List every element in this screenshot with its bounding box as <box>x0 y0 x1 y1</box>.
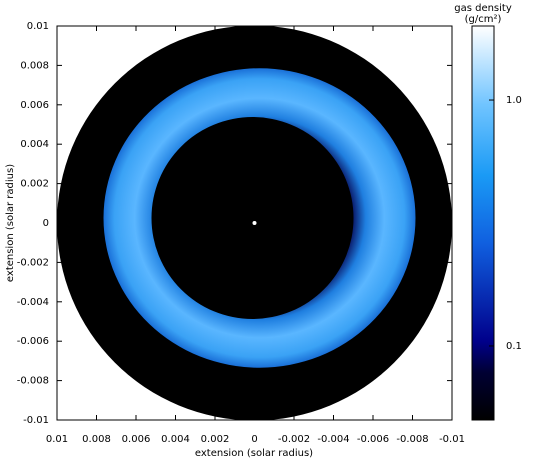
y-tick-label: -0.002 <box>17 257 49 268</box>
x-tick-label: 0.002 <box>201 434 230 445</box>
colorbar-tick-label: 1.0 <box>506 95 522 106</box>
y-axis-label: extension (solar radius) <box>5 164 16 282</box>
x-tick-label: 0.01 <box>46 434 68 445</box>
x-tick-label: 0.008 <box>82 434 111 445</box>
x-tick-label: 0 <box>251 434 257 445</box>
y-tick-label: 0.01 <box>27 21 49 32</box>
x-tick-label: -0.002 <box>278 434 310 445</box>
x-tick-label: -0.006 <box>357 434 389 445</box>
y-tick-label: -0.01 <box>23 415 49 426</box>
y-tick-label: -0.008 <box>17 376 49 387</box>
x-tick-label: -0.004 <box>317 434 349 445</box>
y-tick-label: -0.004 <box>17 297 49 308</box>
center-star <box>252 221 257 225</box>
x-tick-label: -0.008 <box>396 434 428 445</box>
colorbar <box>471 25 495 421</box>
gas-ring <box>103 68 416 368</box>
x-tick-label: 0.006 <box>122 434 151 445</box>
x-tick-label: -0.01 <box>439 434 465 445</box>
colorbar-tick-label: 0.1 <box>506 341 522 352</box>
y-tick-label: 0.008 <box>20 60 49 71</box>
y-tick-label: 0.004 <box>20 139 49 150</box>
colorbar-title: gas density <box>454 3 512 14</box>
y-tick-label: -0.006 <box>17 336 49 347</box>
y-tick-label: 0 <box>43 218 49 229</box>
y-tick-label: 0.006 <box>20 100 49 111</box>
x-tick-label: 0.004 <box>161 434 190 445</box>
y-tick-label: 0.002 <box>20 179 49 190</box>
colorbar-units: (g/cm²) <box>465 14 502 25</box>
x-axis-label: extension (solar radius) <box>195 448 313 459</box>
